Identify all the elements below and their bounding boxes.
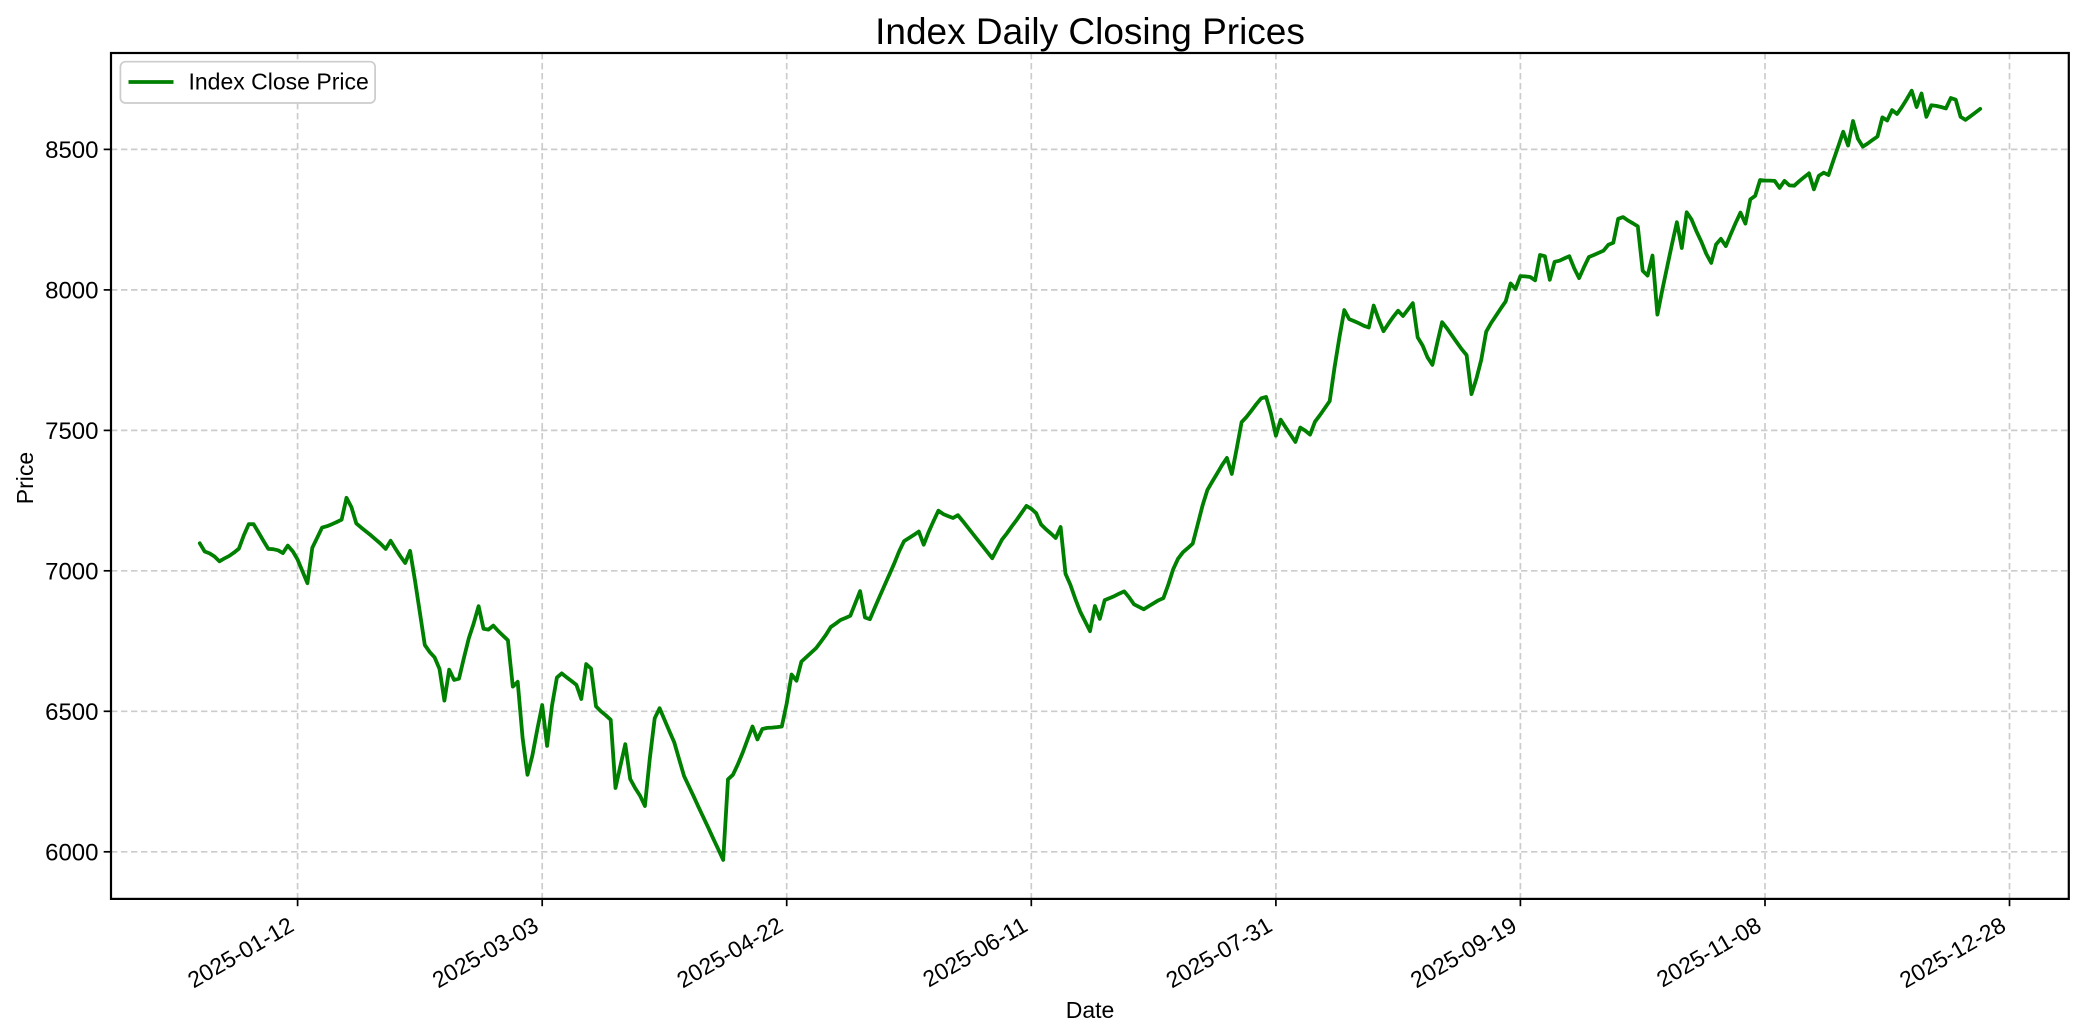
svg-text:8000: 8000: [45, 277, 98, 304]
svg-text:7500: 7500: [45, 418, 98, 445]
svg-text:Date: Date: [1066, 997, 1115, 1023]
svg-text:Index Close Price: Index Close Price: [189, 69, 369, 95]
svg-text:Index Daily Closing Prices: Index Daily Closing Prices: [875, 11, 1305, 52]
svg-text:6000: 6000: [45, 839, 98, 866]
svg-text:8500: 8500: [45, 137, 98, 164]
svg-text:7000: 7000: [45, 558, 98, 585]
svg-text:6500: 6500: [45, 699, 98, 726]
svg-text:Price: Price: [12, 452, 38, 504]
